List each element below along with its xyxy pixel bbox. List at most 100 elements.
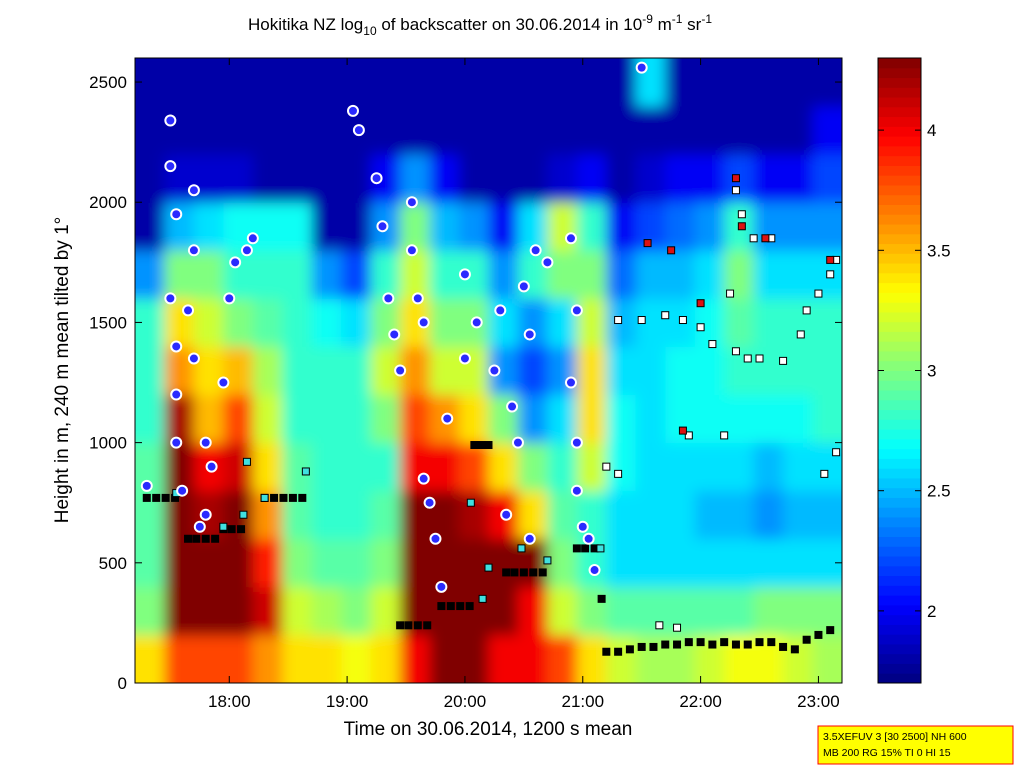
square-marker <box>708 640 717 649</box>
heat-cell <box>812 634 842 683</box>
heat-cell <box>635 634 666 683</box>
heat-cell <box>665 442 696 492</box>
heat-cell <box>252 538 283 588</box>
heat-cell <box>694 394 725 444</box>
heat-cell <box>311 442 342 492</box>
heat-cell <box>311 538 342 588</box>
heat-cell <box>429 58 460 107</box>
heat-cell <box>193 298 224 347</box>
heat-cell <box>517 58 548 107</box>
cloud-marker <box>523 532 536 545</box>
colorbar-swatch <box>878 438 921 450</box>
heat-cell <box>606 58 637 107</box>
y-tick-label: 1500 <box>89 313 127 332</box>
heat-cell <box>724 538 755 588</box>
heat-cell <box>459 538 489 588</box>
square-marker <box>614 647 623 656</box>
colorbar-swatch <box>878 458 921 469</box>
square-marker <box>239 510 248 519</box>
colorbar-swatch <box>878 390 921 401</box>
y-tick-label: 1000 <box>89 434 127 453</box>
title-part: -9 <box>642 12 653 26</box>
square-marker <box>519 568 528 577</box>
heat-cell <box>576 442 607 492</box>
heat-cell <box>635 250 666 299</box>
square-marker <box>737 210 746 219</box>
heat-cell <box>576 586 607 636</box>
heat-cell <box>164 106 195 155</box>
colorbar-swatch <box>878 477 921 489</box>
heat-cell <box>429 490 460 540</box>
heat-cell <box>547 442 578 492</box>
heat-cell <box>164 586 195 636</box>
colorbar-swatch <box>878 487 921 498</box>
heat-cell <box>193 346 224 396</box>
colorbar-swatch <box>878 302 921 313</box>
heat-cell <box>576 394 607 444</box>
heat-cell <box>753 202 784 251</box>
heat-cell <box>694 538 725 588</box>
heat-cell <box>223 634 254 683</box>
colorbar-swatch <box>878 507 921 518</box>
heat-cell <box>783 586 814 636</box>
x-tick-label: 20:00 <box>444 692 487 711</box>
heat-cell <box>783 106 814 155</box>
heat-cell <box>753 394 784 444</box>
heat-cell <box>517 298 548 347</box>
colorbar-swatch <box>878 341 921 352</box>
square-marker <box>404 621 413 630</box>
square-marker <box>731 347 740 356</box>
heat-cell <box>252 202 283 251</box>
heat-cell <box>635 154 666 203</box>
cloud-marker <box>199 436 212 449</box>
cloud-marker <box>429 532 442 545</box>
heat-cell <box>429 586 460 636</box>
square-marker <box>192 534 201 543</box>
heat-cell <box>193 106 224 155</box>
heat-cell <box>665 154 696 203</box>
heat-cell <box>694 106 725 155</box>
cloud-marker <box>470 316 483 329</box>
colorbar-swatch <box>878 634 921 645</box>
cloud-marker <box>229 256 242 269</box>
colorbar-swatch <box>878 77 921 88</box>
square-marker <box>142 493 151 502</box>
heat-cell <box>724 298 755 347</box>
title-part: sr <box>682 15 701 34</box>
heat-cell <box>783 250 814 299</box>
colorbar-swatch <box>878 224 921 235</box>
heat-cell <box>311 250 342 299</box>
square-marker <box>301 467 310 476</box>
heat-cell <box>812 586 842 636</box>
heat-cell <box>370 490 401 540</box>
heat-cell <box>341 394 372 444</box>
heat-cell <box>223 538 254 588</box>
heat-cell <box>488 154 519 203</box>
heat-cell <box>400 250 431 299</box>
heat-cell <box>665 106 696 155</box>
cloud-marker <box>435 580 448 593</box>
heat-cell <box>311 154 342 203</box>
heat-cell <box>135 394 165 444</box>
heat-cell <box>252 634 283 683</box>
colorbar-swatch <box>878 409 921 420</box>
square-marker <box>529 568 538 577</box>
cloud-marker <box>588 564 601 577</box>
heat-cell <box>753 490 784 540</box>
heat-cell <box>606 394 637 444</box>
heat-cell <box>517 490 548 540</box>
colorbar-swatch <box>878 429 921 440</box>
heat-cell <box>282 346 313 396</box>
heat-cell <box>783 442 814 492</box>
heat-cell <box>576 298 607 347</box>
heat-cell <box>223 298 254 347</box>
heat-cell <box>193 586 224 636</box>
cloud-marker <box>176 484 189 497</box>
colorbar-swatch <box>878 624 921 635</box>
heat-cell <box>164 250 195 299</box>
cloud-marker <box>405 196 418 209</box>
heat-cell <box>429 442 460 492</box>
colorbar-swatch <box>878 399 921 411</box>
colorbar-swatch <box>878 204 921 215</box>
heat-cell <box>341 250 372 299</box>
